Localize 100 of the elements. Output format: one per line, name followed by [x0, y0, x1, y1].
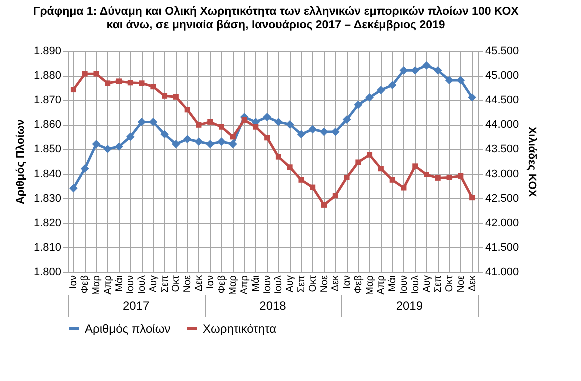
point: [424, 172, 430, 178]
point: [354, 100, 363, 110]
point: [162, 93, 168, 99]
x-tick-label: Νοε: [182, 274, 194, 293]
point: [219, 124, 224, 130]
x-tick-label: Ιαν: [68, 276, 80, 290]
point: [172, 140, 180, 148]
point: [367, 152, 373, 158]
point: [70, 184, 78, 193]
y-tick-label: 1.840: [34, 168, 62, 180]
point: [218, 138, 226, 146]
x-tick-label: Ιαν: [205, 276, 216, 290]
point: [470, 195, 476, 201]
point: [116, 78, 122, 84]
x-tick-label: Νοε: [319, 274, 330, 293]
point: [412, 164, 418, 170]
text: 2017: [122, 299, 150, 313]
y2-axis-title: Χιλιάδες ΚΟΧ: [526, 126, 538, 198]
point: [274, 118, 283, 126]
x-tick-label: Μάι: [114, 276, 126, 292]
point: [94, 71, 100, 77]
text: 2019: [396, 299, 424, 313]
x-tick-label: Σεπ: [160, 275, 171, 294]
point: [356, 160, 362, 166]
chart-title: Γράφημα 1: Δύναμη και Ολική Χωρητικότητα των ελληνικών εμπορικών πλοίων 100 ΚΟΧ και άνω, σε μηνιαία βάση, Ιανουάριος 2017 – Δεκέμβριος 2019: [33, 6, 520, 32]
x-tick-label: Αυγ: [422, 276, 433, 293]
point: [183, 135, 192, 144]
x-tick-label: Μαρ: [91, 275, 102, 296]
point: [150, 84, 156, 90]
legend-label: Αριθμός πλοίων: [85, 322, 171, 336]
x-tick-label: Απρ: [240, 275, 251, 295]
x-tick-label: Δεκ: [194, 274, 205, 292]
point: [70, 87, 76, 93]
point: [80, 164, 90, 174]
y2-tick-label: 43.000: [486, 168, 520, 180]
point: [332, 193, 338, 199]
point: [206, 140, 215, 148]
x-tick-label: Μαρ: [364, 275, 376, 296]
x-tick-label: Φεβ: [80, 275, 92, 294]
point: [264, 135, 270, 141]
point: [411, 66, 420, 75]
point: [401, 185, 407, 191]
legend-label: Χωρητικότητα: [203, 322, 277, 336]
x-tick-label: Απρ: [376, 275, 388, 295]
y2-tick-label: 41.500: [486, 242, 520, 254]
point: [173, 94, 179, 100]
point: [128, 80, 134, 86]
point: [308, 125, 318, 134]
x-tick-label: Ιουλ: [274, 276, 285, 294]
point: [366, 93, 374, 102]
x-tick-label: Οκτ: [444, 275, 456, 292]
point: [126, 132, 135, 142]
text: 2018: [260, 299, 287, 313]
point: [342, 116, 352, 124]
x-tick-label: Σεπ: [296, 275, 308, 294]
y-tick-label: 1.880: [34, 70, 62, 82]
point: [287, 164, 293, 170]
x-tick-label: Μάι: [388, 276, 399, 292]
x-tick-label: Οκτ: [171, 275, 182, 292]
point: [320, 128, 328, 136]
x-tick-label: Ιαν: [342, 276, 354, 290]
point: [456, 76, 466, 85]
x-tick-label: Ιουν: [262, 276, 274, 294]
point: [276, 154, 282, 160]
point: [92, 140, 101, 148]
point: [377, 86, 386, 94]
x-tick-label: Απρ: [102, 275, 114, 295]
x-tick-label: Σεπ: [433, 275, 444, 294]
point: [435, 175, 441, 181]
y-tick-label: 1.800: [34, 266, 62, 278]
point: [378, 166, 384, 172]
x-tick-label: Ιουλ: [137, 276, 148, 294]
y2-tick-label: 45.500: [486, 46, 520, 58]
point: [196, 122, 202, 128]
point: [446, 174, 452, 180]
point: [104, 145, 112, 154]
y2-tick-label: 44.000: [486, 119, 520, 132]
point: [322, 202, 327, 208]
point: [253, 124, 259, 130]
point: [230, 134, 236, 140]
point: [263, 113, 272, 122]
point: [105, 80, 111, 86]
point: [422, 62, 431, 70]
point: [298, 177, 304, 183]
point: [194, 138, 204, 146]
y-tick-label: 1.820: [34, 217, 62, 230]
point: [390, 177, 396, 183]
point: [286, 120, 294, 129]
y2-tick-label: 45.000: [486, 70, 520, 82]
point: [400, 66, 408, 75]
y-tick-label: 1.850: [34, 144, 62, 156]
point: [115, 142, 124, 151]
point: [208, 119, 214, 125]
point: [160, 130, 169, 139]
y2-tick-label: 42.000: [486, 217, 520, 230]
x-tick-label: Μαρ: [228, 275, 240, 296]
y2-tick-label: 44.500: [486, 94, 520, 107]
y-tick-label: 1.830: [34, 192, 62, 205]
point: [468, 93, 476, 102]
point: [388, 81, 397, 90]
